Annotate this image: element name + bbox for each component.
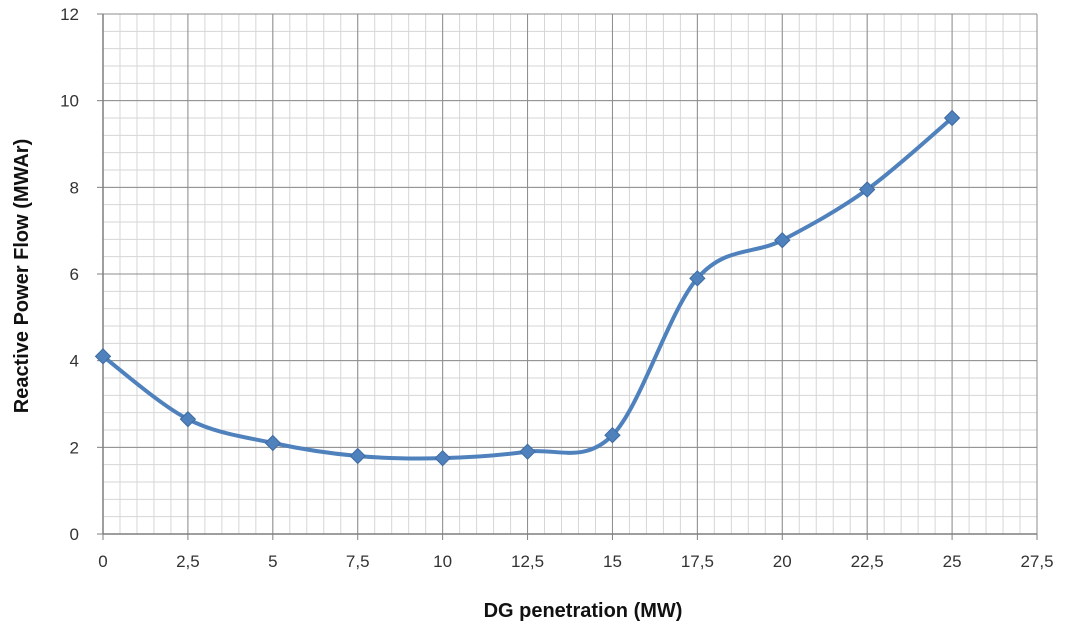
x-tick-label: 20	[773, 552, 792, 571]
x-tick-label: 27,5	[1020, 552, 1053, 571]
data-point-marker	[943, 109, 961, 127]
series-line	[101, 116, 955, 461]
data-point-marker	[858, 181, 876, 198]
x-tick-label: 0	[98, 552, 107, 571]
x-tick-label: 5	[268, 552, 277, 571]
grid	[102, 13, 1038, 535]
tick-labels: 0 2,5 5 7,5 10 12,5 15 17,5 20 22,5 25 27,5 0 2 4 6 8 10 1…	[60, 5, 1053, 571]
data-point-marker	[519, 443, 536, 460]
data-point-marker	[434, 449, 451, 467]
x-tick-label: 12,5	[511, 552, 544, 571]
y-tick-label: 12	[60, 5, 79, 24]
x-tick-label: 17,5	[681, 552, 714, 571]
x-tick-label: 7,5	[346, 552, 370, 571]
data-point-marker	[179, 410, 197, 428]
y-axis-title: Reactive Power Flow (MWAr)	[11, 139, 33, 414]
y-tick-label: 10	[60, 92, 79, 111]
x-tick-label: 10	[433, 552, 452, 571]
y-tick-label: 0	[70, 525, 79, 544]
x-tick-label: 2,5	[176, 552, 200, 571]
y-tick-label: 2	[70, 438, 79, 457]
y-tick-label: 4	[70, 352, 79, 371]
y-tick-label: 6	[70, 265, 79, 284]
x-tick-label: 15	[603, 552, 622, 571]
series-layer	[101, 116, 955, 461]
marker-layer	[94, 109, 961, 467]
data-point-marker	[349, 447, 366, 465]
data-point-marker	[774, 231, 791, 249]
data-point-marker	[94, 348, 112, 365]
data-point-marker	[264, 434, 282, 452]
data-point-marker	[604, 426, 621, 444]
x-axis-title: DG penetration (MW)	[484, 600, 683, 622]
x-tick-label: 25	[943, 552, 962, 571]
x-tick-label: 22,5	[851, 552, 884, 571]
axes	[97, 13, 1038, 540]
y-tick-label: 8	[70, 178, 79, 197]
data-point-marker	[689, 270, 706, 287]
